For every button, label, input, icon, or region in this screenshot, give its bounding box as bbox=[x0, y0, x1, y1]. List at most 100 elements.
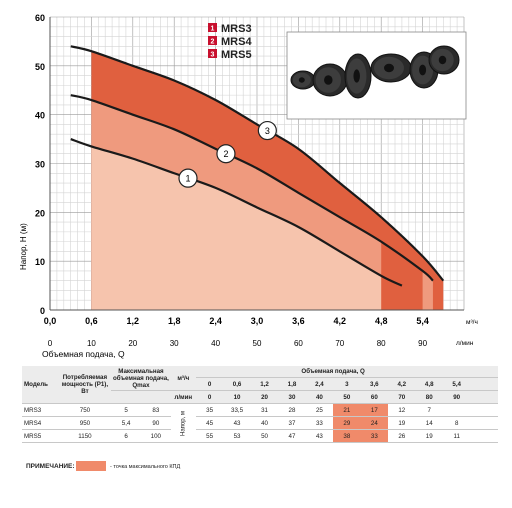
q-lmin-cell: 0 bbox=[195, 390, 224, 404]
cell-head: 33,5 bbox=[223, 403, 251, 417]
legend-number: 2 bbox=[211, 39, 215, 46]
pad bbox=[111, 390, 141, 404]
cell-head: 33 bbox=[360, 429, 389, 443]
q-lmin-cell: 20 bbox=[250, 390, 279, 404]
x-tick-label: 5,4 bbox=[416, 316, 429, 326]
y-tick-label: 60 bbox=[35, 13, 45, 23]
table-q-lmin-row: л/мин 0 10 20 30 40 50 60 70 80 90 bbox=[22, 390, 498, 404]
x-tick-label-lmin: 0 bbox=[48, 339, 53, 348]
q-lmin-cell: 90 bbox=[442, 390, 471, 404]
note-swatch bbox=[76, 461, 106, 471]
q-lmin-cell: 60 bbox=[360, 390, 389, 404]
curve-mrs5 bbox=[70, 45, 445, 282]
q-m3-cell: 3,6 bbox=[360, 377, 389, 391]
cell-head: 47 bbox=[278, 429, 306, 443]
chart-curves: 1 2 3 bbox=[70, 45, 445, 287]
cell-power: 950 bbox=[58, 416, 112, 430]
x-tick-label-lmin: 20 bbox=[128, 339, 137, 348]
curve-marker-label: 1 bbox=[185, 174, 190, 184]
cell-head: 40 bbox=[250, 416, 279, 430]
x-tick-label: 2,4 bbox=[209, 316, 222, 326]
curve-mrs3 bbox=[70, 138, 403, 287]
cell-head: 19 bbox=[415, 429, 443, 443]
cell-head: 26 bbox=[388, 429, 416, 443]
cell-head: 38 bbox=[333, 429, 361, 443]
cell-head: 35 bbox=[195, 403, 224, 417]
header-flow: Объемная подача, Q bbox=[195, 366, 471, 378]
impeller-hub bbox=[384, 63, 394, 73]
q-m3-cell: 3 bbox=[333, 377, 361, 391]
note-label: ПРИМЕЧАНИЕ: bbox=[26, 463, 75, 470]
cell-pad bbox=[470, 416, 498, 430]
q-m3-cell: 4,2 bbox=[388, 377, 416, 391]
table-row: MRS3 750 5 83 Напор, м 35 33,5 31 28 25 21 17 12 7 bbox=[22, 403, 498, 443]
legend-label: MRS5 bbox=[221, 49, 252, 61]
cell-head: 33 bbox=[305, 416, 334, 430]
q-m3-cell: 0 bbox=[195, 377, 224, 391]
x-tick-label-lmin: 90 bbox=[418, 339, 427, 348]
cell-head: 29 bbox=[333, 416, 361, 430]
header-unit-m3: м³/ч bbox=[170, 366, 196, 391]
x-tick-label-lmin: 50 bbox=[253, 339, 262, 348]
legend-label: MRS3 bbox=[221, 23, 252, 35]
q-m3-cell: 2,4 bbox=[305, 377, 334, 391]
cell-head: 7 bbox=[415, 403, 443, 417]
cell-head: 19 bbox=[388, 416, 416, 430]
cell-head: 31 bbox=[250, 403, 279, 417]
y-tick-label: 20 bbox=[35, 208, 45, 218]
legend-swatch bbox=[208, 49, 217, 58]
cell-head: 17 bbox=[360, 403, 389, 417]
q-m3-cell: 5,4 bbox=[442, 377, 471, 391]
x-tick-label: 1,2 bbox=[127, 316, 140, 326]
cell-head: 37 bbox=[278, 416, 306, 430]
cell-head-label: Напор, м bbox=[170, 403, 196, 443]
legend-number: 1 bbox=[211, 26, 215, 33]
cell-qmax-lmin: 83 bbox=[140, 403, 171, 417]
legend-swatch bbox=[208, 23, 217, 32]
x-tick-label: 0,0 bbox=[44, 316, 57, 326]
cell-pad bbox=[470, 403, 498, 417]
q-lmin-cell: 50 bbox=[333, 390, 361, 404]
q-lmin-pad bbox=[470, 390, 498, 404]
cell-qmax-m3: 5 bbox=[111, 403, 141, 417]
cell-pad bbox=[470, 429, 498, 443]
impeller-hub bbox=[419, 64, 427, 76]
x-unit-top: м³/ч bbox=[466, 319, 478, 326]
cell-head: 43 bbox=[223, 416, 251, 430]
cell-qmax-m3: 6 bbox=[111, 429, 141, 443]
q-m3-cell: 1,8 bbox=[278, 377, 306, 391]
header-power: Потребляемая мощность (P1), Вт bbox=[58, 366, 112, 404]
efficiency-zones bbox=[91, 51, 444, 311]
curve-marker-2 bbox=[216, 144, 236, 164]
cell-head: 24 bbox=[360, 416, 389, 430]
cell-head: 8 bbox=[442, 416, 471, 430]
x-tick-label: 1,8 bbox=[168, 316, 181, 326]
x-unit-bottom: л/мин bbox=[456, 340, 474, 347]
x-tick-label: 4,2 bbox=[334, 316, 347, 326]
cell-power: 750 bbox=[58, 403, 112, 417]
cell-head: 45 bbox=[195, 416, 224, 430]
table-header-row: Модель Потребляемая мощность (P1), Вт Ма… bbox=[22, 366, 498, 404]
x-tick-label-lmin: 40 bbox=[211, 339, 220, 348]
cell-qmax-lmin: 100 bbox=[140, 429, 171, 443]
table-row: MRS5 1150 6 100 55 53 50 47 43 38 33 26 19 11 bbox=[22, 429, 498, 443]
header-model: Модель bbox=[22, 366, 59, 404]
table-q-m3-row: 0 0,6 1,2 1,8 2,4 3 3,6 4,2 4,8 5,4 bbox=[22, 377, 498, 391]
curve-marker-1 bbox=[178, 168, 198, 188]
q-m3-cell: 1,2 bbox=[250, 377, 279, 391]
cell-model: MRS3 bbox=[22, 403, 59, 417]
impeller-hub bbox=[353, 69, 360, 83]
zone-mrs4-alt bbox=[381, 241, 423, 310]
cell-head: 21 bbox=[333, 403, 361, 417]
y-tick-label: 30 bbox=[35, 160, 45, 170]
performance-table: Модель Потребляемая мощность (P1), Вт Ма… bbox=[22, 366, 498, 443]
q-m3-cell: 0,6 bbox=[223, 377, 251, 391]
table-row: MRS4 950 5,4 90 45 43 40 37 33 29 24 19 14 8 bbox=[22, 416, 498, 430]
x-tick-label: 3,6 bbox=[292, 316, 305, 326]
legend-swatch bbox=[208, 36, 217, 45]
table-body: MRS3 750 5 83 Напор, м 35 33,5 31 28 25 21 17 12 7 MRS… bbox=[22, 403, 498, 443]
cell-power: 1150 bbox=[58, 429, 112, 443]
header-qmax: Максимальная объемная подача, Qmax bbox=[111, 366, 171, 391]
x-tick-label-lmin: 10 bbox=[87, 339, 96, 348]
